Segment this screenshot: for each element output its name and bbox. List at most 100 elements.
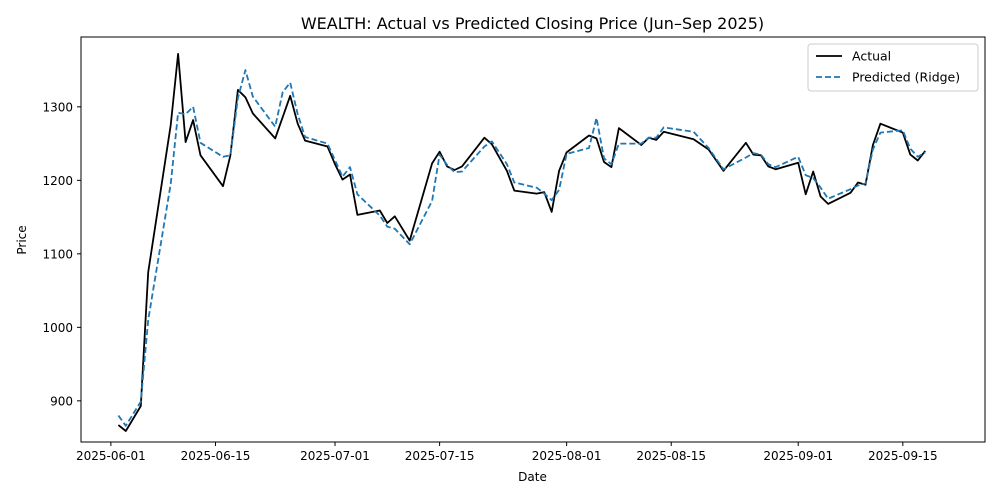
data-point [140,405,141,406]
data-point [200,155,201,156]
data-point [170,183,171,184]
y-tick-label: 1100 [42,247,73,261]
data-point [357,194,358,195]
chart-title: WEALTH: Actual vs Predicted Closing Pric… [301,14,764,33]
legend: Actual Predicted (Ridge) [807,43,979,92]
data-point [813,171,814,172]
y-tick-label: 900 [50,394,73,408]
data-point [200,142,201,143]
data-point [379,215,380,216]
y-tick-label: 1000 [42,321,73,335]
data-point [618,143,619,144]
data-point [140,401,141,402]
data-point [588,135,589,136]
data-point [342,179,343,180]
data-point [178,53,179,54]
data-point [178,112,179,113]
data-point [409,244,410,245]
data-point [880,123,881,124]
data-point [656,137,657,138]
series-line-actual [117,53,926,432]
data-point [461,166,462,167]
data-point [297,123,298,124]
data-point [925,152,926,153]
data-point [349,167,350,168]
data-point [252,96,253,97]
data-point [290,82,291,83]
data-point [275,138,276,139]
data-point [222,156,223,157]
data-point [559,170,560,171]
data-point [775,169,776,170]
data-point [828,198,829,199]
data-point [559,189,560,190]
data-point [342,176,343,177]
data-point [439,151,440,152]
data-point [387,226,388,227]
x-tick-label: 2025-09-15 [868,449,938,463]
data-point [193,120,194,121]
data-point [551,211,552,212]
data-point [222,186,223,187]
data-point [551,200,552,201]
data-point [820,187,821,188]
data-point [925,150,926,151]
data-point [850,192,851,193]
data-point [611,167,612,168]
data-point [506,164,507,165]
data-point [237,89,238,90]
data-point [394,216,395,217]
data-point [745,157,746,158]
data-point [663,131,664,132]
data-point [775,167,776,168]
data-point [813,178,814,179]
data-point [603,161,604,162]
data-point [454,172,455,173]
data-point [872,149,873,150]
data-point [648,137,649,138]
x-axis: 2025-06-01 2025-06-15 2025-07-01 2025-07-15… [76,442,938,463]
data-point [544,193,545,194]
data-point [170,125,171,126]
data-point [820,196,821,197]
x-tick-label: 2025-08-15 [636,449,706,463]
data-point [708,147,709,148]
legend-box [807,43,979,92]
data-point [148,319,149,320]
data-point [379,210,380,211]
plot-frame [80,36,986,443]
legend-label-actual: Actual [852,49,891,64]
data-point [432,200,433,201]
data-point [148,272,149,273]
data-point [193,106,194,107]
data-point [663,127,664,128]
data-point [506,170,507,171]
data-point [596,117,597,118]
data-point [514,190,515,191]
data-point [798,156,799,157]
data-point [387,222,388,223]
data-point [461,171,462,172]
data-point [566,152,567,153]
data-point [641,143,642,144]
data-point [439,154,440,155]
data-point [357,214,358,215]
legend-label-predicted: Predicted (Ridge) [852,70,960,85]
x-tick-label: 2025-06-15 [181,449,251,463]
data-point [760,154,761,155]
data-point [305,140,306,141]
data-point [902,130,903,131]
data-point [611,164,612,165]
x-tick-label: 2025-06-01 [76,449,146,463]
data-point [745,142,746,143]
data-point [491,141,492,142]
x-tick-label: 2025-08-01 [532,449,602,463]
data-point [514,182,515,183]
data-point [245,97,246,98]
data-point [805,175,806,176]
data-point [447,164,448,165]
y-axis-label: Price [15,225,29,254]
data-point [798,162,799,163]
data-point [768,164,769,165]
